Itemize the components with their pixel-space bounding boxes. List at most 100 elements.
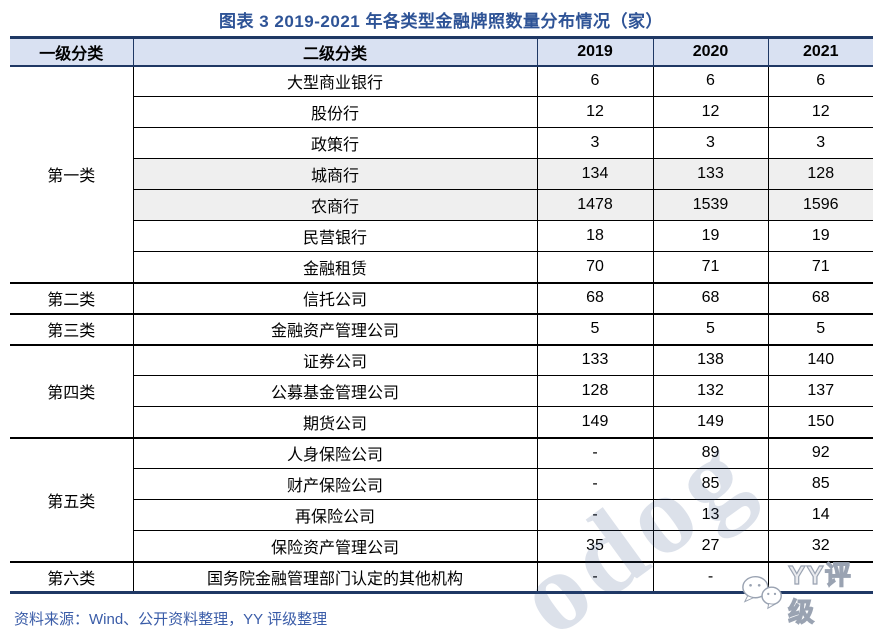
value-2020-cell: 12 <box>652 96 768 128</box>
value-2019-cell: 1478 <box>536 189 653 221</box>
value-2020-cell: 149 <box>652 406 768 438</box>
value-2019-cell: - <box>536 499 653 531</box>
value-2021-cell: 128 <box>767 158 873 190</box>
value-2020-cell: 27 <box>652 530 768 562</box>
value-2021-cell: 71 <box>767 251 873 283</box>
primary-category-cell: 第四类 <box>10 343 133 438</box>
secondary-category-cell: 民营银行 <box>132 220 537 252</box>
value-2019-cell: 149 <box>536 406 653 438</box>
value-2021-cell: 68 <box>767 281 873 314</box>
table-row: 第六类 国务院金融管理部门认定的其他机构 - - <box>10 560 873 594</box>
secondary-category-cell: 再保险公司 <box>132 499 537 531</box>
header-row: 一级分类 二级分类 2019 2020 2021 <box>10 36 873 67</box>
value-2020-cell: 5 <box>652 312 768 345</box>
value-2019-cell: 128 <box>536 375 653 407</box>
table-row: 民营银行 18 19 19 <box>10 220 873 252</box>
primary-category-cell: 第三类 <box>10 312 133 345</box>
value-2020-cell: - <box>652 560 768 594</box>
value-2019-cell: 18 <box>536 220 653 252</box>
table-row: 第一类 大型商业银行 6 6 6 <box>10 65 873 185</box>
secondary-category-cell: 城商行 <box>132 158 537 190</box>
value-2019-cell: 70 <box>536 251 653 283</box>
value-2019-cell: - <box>536 468 653 500</box>
table-body: 第一类 大型商业银行 6 6 6 股份行 12 12 12 政策行 3 3 3 城商行 134 133 128 农… <box>10 65 873 594</box>
secondary-category-cell: 股份行 <box>132 96 537 128</box>
value-2020-cell: 133 <box>652 158 768 190</box>
secondary-category-cell: 国务院金融管理部门认定的其他机构 <box>132 560 537 594</box>
value-2020-cell: 85 <box>652 468 768 500</box>
secondary-category-cell: 大型商业银行 <box>132 65 537 97</box>
secondary-category-cell: 信托公司 <box>132 281 537 314</box>
value-2019-cell: 134 <box>536 158 653 190</box>
value-2019-cell: 12 <box>536 96 653 128</box>
value-2020-cell: 3 <box>652 127 768 159</box>
table-header: 一级分类 二级分类 2019 2020 2021 <box>10 36 873 67</box>
value-2020-cell: 6 <box>652 65 768 97</box>
value-2020-cell: 1539 <box>652 189 768 221</box>
value-2020-cell: 138 <box>652 343 768 376</box>
value-2021-cell: 32 <box>767 530 873 562</box>
figure-title: 图表 3 2019-2021 年各类型金融牌照数量分布情况（家） <box>219 12 663 31</box>
table-row: 财产保险公司 -85 85 <box>10 468 873 500</box>
table-row: 第三类 金融资产管理公司 5 5 5 <box>10 312 873 345</box>
value-2019-cell: - <box>536 560 653 594</box>
value-2019-cell: 35 <box>536 530 653 562</box>
value-2020-cell: 68 <box>652 281 768 314</box>
value-2021-cell: 150 <box>767 406 873 438</box>
source-note: 资料来源：Wind、公开资料整理，YY 评级整理 <box>14 611 328 628</box>
secondary-category-cell: 保险资产管理公司 <box>132 530 537 562</box>
value-2019-cell: 5 <box>536 312 653 345</box>
secondary-category-cell: 金融租赁 <box>132 251 537 283</box>
header-year-2020: 2020 <box>652 36 768 67</box>
table-row: 再保险公司 -13 14 <box>10 499 873 531</box>
table-row: 公募基金管理公司 128 132 137 <box>10 375 873 407</box>
primary-category-cell: 第五类 <box>10 436 133 562</box>
value-2021-cell: 6 <box>767 65 873 97</box>
header-year-2021: 2021 <box>767 36 873 67</box>
table-row: 政策行 3 3 3 <box>10 127 873 159</box>
value-2021-cell: 19 <box>767 220 873 252</box>
value-2020-cell: 19 <box>652 220 768 252</box>
secondary-category-cell: 金融资产管理公司 <box>132 312 537 345</box>
table-row: 城商行 134 133 128 <box>10 158 873 190</box>
value-2020-cell: 13 <box>652 499 768 531</box>
value-2021-cell: 140 <box>767 343 873 376</box>
value-2021-cell: 5 <box>767 312 873 345</box>
table-row: 保险资产管理公司 35 27 32 <box>10 530 873 562</box>
table-row: 金融租赁 70 71 71 <box>10 251 873 283</box>
table-row: 期货公司 149 149 150 <box>10 406 873 438</box>
value-2019-cell: 6 <box>536 65 653 97</box>
license-count-table: 一级分类 二级分类 2019 2020 2021 第一类 大型商业银行 6 6 6 股份行… <box>10 36 873 594</box>
value-2019-cell: 3 <box>536 127 653 159</box>
primary-category-cell: 第六类 <box>10 560 133 594</box>
secondary-category-cell: 期货公司 <box>132 406 537 438</box>
table-row: 农商行 1478 1539 1596 <box>10 189 873 221</box>
value-2020-cell: 71 <box>652 251 768 283</box>
secondary-category-cell: 公募基金管理公司 <box>132 375 537 407</box>
header-secondary-category: 二级分类 <box>132 36 537 67</box>
secondary-category-cell: 财产保险公司 <box>132 468 537 500</box>
value-2021-cell: 12 <box>767 96 873 128</box>
secondary-category-cell: 政策行 <box>132 127 537 159</box>
table-row: 第二类 信托公司 68 68 68 <box>10 281 873 314</box>
value-2021-cell: 137 <box>767 375 873 407</box>
value-2019-cell: 133 <box>536 343 653 376</box>
table-row: 第五类 人身保险公司 -89 92 <box>10 436 873 562</box>
header-primary-category: 一级分类 <box>10 36 133 67</box>
value-2020-cell: 132 <box>652 375 768 407</box>
value-2021-cell: 1596 <box>767 189 873 221</box>
header-year-2019: 2019 <box>536 36 653 67</box>
value-2021-cell <box>767 560 873 594</box>
secondary-category-cell: 证券公司 <box>132 343 537 376</box>
value-2020-cell: 89 <box>652 436 768 469</box>
secondary-category-cell: 农商行 <box>132 189 537 221</box>
secondary-category-cell: 人身保险公司 <box>132 436 537 469</box>
value-2021-cell: 14 <box>767 499 873 531</box>
primary-category-cell: 第一类 <box>47 168 96 185</box>
primary-category-cell: 第二类 <box>10 281 133 314</box>
value-2019-cell: - <box>536 436 653 469</box>
table-row: 股份行 12 12 12 <box>10 96 873 128</box>
value-2021-cell: 85 <box>767 468 873 500</box>
value-2021-cell: 92 <box>767 436 873 469</box>
